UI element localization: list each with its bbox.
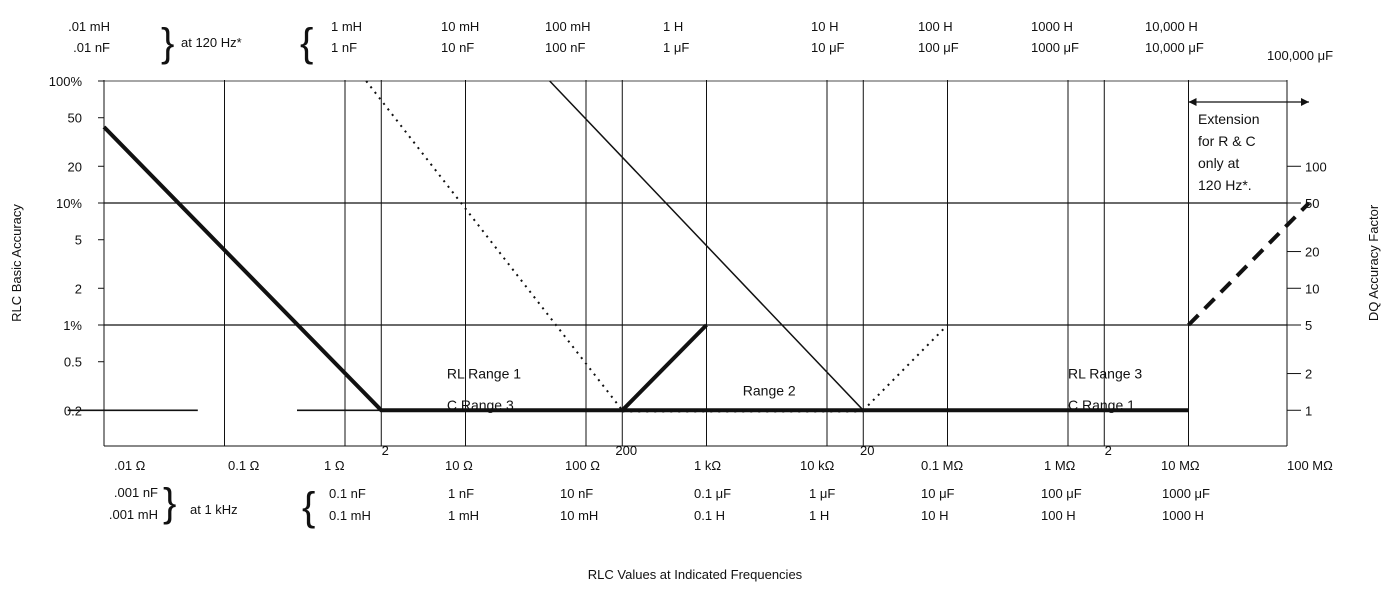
- brace-close: }: [161, 21, 174, 65]
- y-tick-label: 20: [68, 159, 82, 174]
- series-line-1: [620, 323, 708, 412]
- y2-tick-label: 2: [1305, 367, 1312, 382]
- range-annotation: Range 2: [743, 383, 796, 399]
- bottom-axis-label: 1 H: [809, 508, 829, 523]
- range-annotation: RL Range 3: [1068, 366, 1142, 382]
- ohm-label: 0.1 Ω: [228, 458, 260, 473]
- top-axis-label: 1000 μF: [1031, 40, 1079, 55]
- brace-open: {: [302, 485, 315, 529]
- range-mark-label: 20: [860, 443, 874, 458]
- range-mark-label: 2: [1105, 443, 1112, 458]
- extension-label: only at: [1198, 155, 1239, 171]
- extension-arrowhead-left: [1188, 98, 1197, 106]
- ohm-label: 1 MΩ: [1044, 458, 1076, 473]
- extension-label: 120 Hz*.: [1198, 177, 1252, 193]
- range-mark-label: 2: [382, 443, 389, 458]
- y2-tick-label: 10: [1305, 281, 1319, 296]
- y-tick-label: 2: [75, 281, 82, 296]
- series-line-4: [365, 80, 949, 412]
- extension-label: for R & C: [1198, 133, 1256, 149]
- bottom-bracket-label: .001 mH: [109, 507, 158, 522]
- y-tick-label: 5: [75, 233, 82, 248]
- top-axis-label: 1 μF: [663, 40, 689, 55]
- top-bracket-label: .01 mH: [68, 19, 110, 34]
- bottom-bracket-label: .001 nF: [114, 485, 158, 500]
- top-axis-label: 10 mH: [441, 19, 479, 34]
- range-annotation: RL Range 1: [447, 366, 521, 382]
- top-axis-label: 10 μF: [811, 40, 845, 55]
- bottom-axis-label: 10 mH: [560, 508, 598, 523]
- y2-tick-label: 5: [1305, 318, 1312, 333]
- top-condition: at 120 Hz*: [181, 35, 242, 50]
- bottom-axis-label: 0.1 μF: [694, 486, 731, 501]
- y-axis-label: RLC Basic Accuracy: [9, 204, 24, 322]
- bottom-axis-label: 1 mH: [448, 508, 479, 523]
- bottom-axis-label: 1 μF: [809, 486, 835, 501]
- range-annotation: C Range 3: [447, 397, 514, 413]
- y-tick-label: 0.5: [64, 355, 82, 370]
- top-axis-label: 10,000 H: [1145, 19, 1198, 34]
- range-annotation: C Range 1: [1068, 397, 1135, 413]
- bottom-axis-label: 10 H: [921, 508, 948, 523]
- top-axis-label: 10 H: [811, 19, 838, 34]
- bottom-axis-label: 100 μF: [1041, 486, 1082, 501]
- brace-close: }: [163, 481, 176, 525]
- top-axis-label: 1 nF: [331, 40, 357, 55]
- y2-tick-label: 20: [1305, 245, 1319, 260]
- ohm-label: 0.1 MΩ: [921, 458, 964, 473]
- y-tick-label: 10%: [56, 196, 82, 211]
- top-axis-label: 100 mH: [545, 19, 591, 34]
- y2-axis-label: DQ Accuracy Factor: [1366, 204, 1381, 321]
- x-axis-label: RLC Values at Indicated Frequencies: [588, 567, 803, 582]
- bottom-axis-label: 0.1 mH: [329, 508, 371, 523]
- bottom-axis-label: 10 μF: [921, 486, 955, 501]
- series-line-3: [549, 80, 864, 411]
- y-tick-label: 100%: [49, 74, 83, 89]
- range-mark-label: 200: [615, 443, 637, 458]
- bottom-axis-label: 1000 μF: [1162, 486, 1210, 501]
- bottom-axis-label: 0.1 H: [694, 508, 725, 523]
- ohm-label: 10 Ω: [445, 458, 473, 473]
- y2-tick-label: 100: [1305, 159, 1327, 174]
- top-axis-label: 100,000 μF: [1267, 48, 1333, 63]
- extension-arrowhead-right: [1301, 98, 1309, 106]
- bottom-axis-label: 100 H: [1041, 508, 1076, 523]
- ohm-label: 100 Ω: [565, 458, 600, 473]
- bottom-axis-label: 0.1 nF: [329, 486, 366, 501]
- ohm-label: 10 kΩ: [800, 458, 835, 473]
- top-axis-label: 100 H: [918, 19, 953, 34]
- top-bracket-label: .01 nF: [73, 40, 110, 55]
- top-axis-label: 100 μF: [918, 40, 959, 55]
- top-axis-label: 100 nF: [545, 40, 586, 55]
- top-axis-label: 10,000 μF: [1145, 40, 1204, 55]
- y-tick-label: 50: [68, 111, 82, 126]
- top-axis-label: 10 nF: [441, 40, 474, 55]
- y2-tick-label: 1: [1305, 403, 1312, 418]
- top-axis-label: 1000 H: [1031, 19, 1073, 34]
- top-axis-label: 1 H: [663, 19, 683, 34]
- ohm-label: 1 kΩ: [694, 458, 721, 473]
- bottom-axis-label: 10 nF: [560, 486, 593, 501]
- series-line-0: [102, 125, 1189, 413]
- top-axis-label: 1 mH: [331, 19, 362, 34]
- bottom-axis-label: 1 nF: [448, 486, 474, 501]
- bottom-condition: at 1 kHz: [190, 502, 238, 517]
- bottom-axis-label: 1000 H: [1162, 508, 1204, 523]
- brace-open: {: [300, 21, 313, 65]
- y2-tick-label: 50: [1305, 196, 1319, 211]
- ohm-label: 100 MΩ: [1287, 458, 1333, 473]
- extension-label: Extension: [1198, 111, 1259, 127]
- y-tick-label: 1%: [63, 318, 82, 333]
- series-line-2: [1187, 201, 1311, 327]
- ohm-label: .01 Ω: [114, 458, 146, 473]
- ohm-label: 10 MΩ: [1161, 458, 1200, 473]
- ohm-label: 1 Ω: [324, 458, 345, 473]
